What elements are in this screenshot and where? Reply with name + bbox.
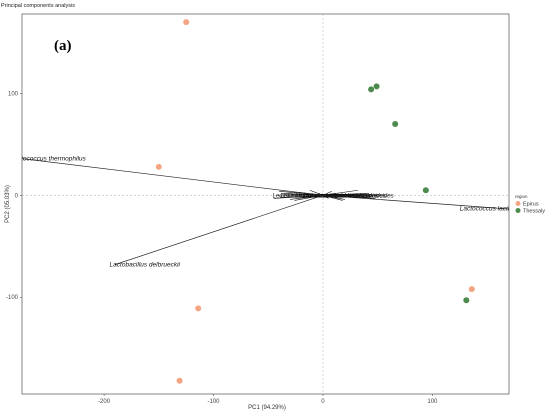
legend-label-epirus: Epirus [523, 202, 539, 208]
x-axis-label: PC1 (94.29%) [248, 405, 286, 411]
data-point-epirus [195, 305, 202, 312]
plot-panel [21, 13, 510, 395]
loading-vector-minor [322, 190, 332, 196]
loading-label: Lactococcus lactis [460, 206, 513, 213]
loading-vector-minor [294, 195, 324, 201]
loading-vector [114, 195, 324, 265]
data-point-epirus [176, 377, 183, 384]
panel-label: (a) [54, 38, 72, 54]
data-point-thessaly [392, 121, 399, 128]
data-point-thessaly [463, 297, 470, 304]
legend-label-thessaly: Thessaly [523, 209, 545, 215]
data-point-epirus [183, 19, 190, 26]
y-tick-label: -100 [6, 295, 19, 301]
x-tick-label: -100 [208, 399, 221, 405]
y-axis-label: PC2 (05.03%) [5, 185, 11, 223]
data-point-epirus [155, 163, 162, 170]
loading-vector-minor [322, 193, 369, 196]
data-point-thessaly [373, 83, 380, 90]
loading-label: Streptococcus thermophilus [6, 156, 87, 163]
chart-title: Principal components analysis [1, 3, 75, 9]
loading-cluster-label: Leuconostoc mesenteroides [280, 193, 355, 199]
legend-swatch-epirus [515, 201, 521, 206]
loading-vector-minor [309, 189, 324, 196]
loading-cluster-label: Leuconostoc mesenteroides [288, 193, 363, 199]
legend-title: region [515, 194, 528, 199]
loading-vector-minor [322, 189, 359, 196]
loading-vector-minor [273, 195, 323, 199]
x-tick-label: 0 [321, 399, 325, 405]
loading-vector-minor [322, 195, 343, 201]
legend-swatch-thessaly [515, 208, 521, 213]
loading-cluster-label: Leuconostoc mesenteroides [311, 193, 386, 199]
data-point-epirus [468, 286, 475, 293]
loading-vector-minor [322, 195, 372, 197]
x-tick-label: -200 [98, 399, 111, 405]
y-tick-label: 0 [15, 193, 19, 199]
loading-vector [322, 194, 509, 210]
y-tick-label: 100 [8, 91, 19, 97]
loading-cluster-label: Leuconostoc mesenteroides [319, 193, 394, 199]
loading-cluster-label: Leuconostoc mesenteroides [273, 193, 348, 199]
loading-label: Lactobacillus delbrueckii [110, 262, 181, 269]
x-tick-label: 100 [427, 399, 438, 405]
loading-vector-minor [281, 193, 323, 196]
loading-vector [22, 158, 323, 196]
data-point-thessaly [368, 86, 375, 93]
data-point-thessaly [422, 187, 429, 194]
